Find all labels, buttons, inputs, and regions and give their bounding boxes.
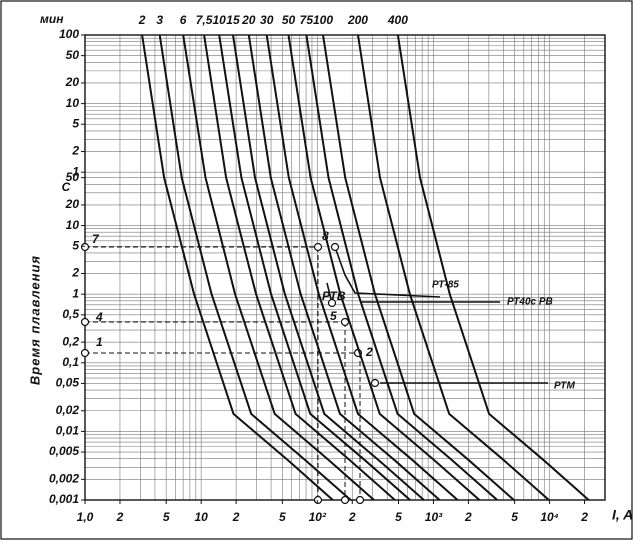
- curve: [265, 34, 459, 501]
- x-tick-label: 2: [580, 510, 588, 524]
- curve-label: 50: [282, 13, 296, 27]
- x-tick-label: 5: [163, 510, 170, 524]
- y-tick-label: 1: [72, 164, 79, 178]
- x-tick-label: 5: [395, 510, 402, 524]
- unit-label: С: [62, 180, 71, 194]
- annotation: РТ-85: [432, 280, 459, 291]
- y-tick-label: 20: [65, 75, 80, 89]
- curve-label: 100: [313, 13, 333, 27]
- annotation: РТМ: [554, 381, 576, 392]
- y-tick-label: 0,05: [56, 376, 80, 390]
- x-tick-label: 5: [279, 510, 286, 524]
- unit-label: мин: [40, 12, 64, 26]
- y-tick-label: 0,01: [56, 424, 80, 438]
- curve: [322, 34, 515, 501]
- annotation: РТВ: [322, 289, 346, 303]
- curve-label: 15: [226, 13, 240, 27]
- y-tick-label: 0,002: [49, 472, 79, 486]
- y-tick-label: 50: [66, 170, 80, 184]
- annotation: 8: [322, 229, 329, 243]
- curve: [141, 34, 334, 501]
- y-tick-label: 5: [72, 116, 79, 130]
- annotation: РТ40с РВ: [507, 297, 553, 308]
- annotation: 4: [95, 310, 103, 324]
- curve: [247, 34, 441, 501]
- curve: [232, 34, 425, 501]
- curve-label: 2: [138, 13, 146, 27]
- annotation: 7: [92, 232, 100, 246]
- x-tick-label: 10⁴: [540, 510, 558, 524]
- curve-label: 75: [300, 13, 314, 27]
- y-tick-label: 50: [66, 48, 80, 62]
- decorations: [80, 242, 548, 505]
- curve: [203, 34, 396, 501]
- curve-label: 6: [180, 13, 187, 27]
- y-tick-label: 0,001: [49, 492, 79, 506]
- annotation: 5: [330, 309, 337, 323]
- curve-label: 30: [260, 13, 274, 27]
- x-tick-label: 2: [464, 510, 472, 524]
- dashed-guides: [85, 246, 361, 500]
- curve-label: 10: [213, 13, 227, 27]
- y-tick-label: 100: [59, 27, 79, 41]
- curve-label: 7,5: [196, 13, 213, 27]
- x-tick-label: 5: [511, 510, 518, 524]
- y-tick-label: 20: [65, 197, 80, 211]
- curve: [305, 34, 498, 501]
- x-tick-label: 2: [348, 510, 356, 524]
- x-tick-label: 1,0: [77, 510, 94, 524]
- y-axis-label: Время плавления: [27, 255, 42, 385]
- x-tick-label: 2: [232, 510, 240, 524]
- curve-label: 3: [156, 13, 163, 27]
- y-tick-label: 0,02: [56, 403, 80, 417]
- y-tick-label: 10: [66, 96, 80, 110]
- curve-label: 200: [347, 13, 368, 27]
- annotation: 2: [365, 345, 373, 359]
- curve: [287, 34, 481, 501]
- annotation: 1: [96, 335, 103, 349]
- x-axis-label: I, A: [612, 507, 633, 523]
- y-tick-label: 0,005: [49, 444, 79, 458]
- curve: [396, 34, 590, 501]
- y-tick-label: 2: [71, 266, 79, 280]
- curves: [141, 34, 590, 501]
- y-tick-label: 1: [72, 286, 79, 300]
- y-tick-label: 0,2: [62, 334, 79, 348]
- x-tick-label: 10²: [309, 510, 327, 524]
- device-lines: [326, 246, 548, 384]
- y-tick-label: 2: [71, 144, 79, 158]
- curve: [218, 34, 411, 501]
- curve: [357, 34, 550, 501]
- y-tick-label: 5: [72, 238, 79, 252]
- x-tick-label: 10: [194, 510, 208, 524]
- curve: [158, 34, 352, 501]
- x-tick-label: 2: [116, 510, 124, 524]
- y-tick-label: 0,1: [62, 355, 79, 369]
- curve-label: 400: [387, 13, 408, 27]
- x-tick-label: 10³: [425, 510, 443, 524]
- y-tick-label: 10: [66, 218, 80, 232]
- curve-label: 20: [241, 13, 256, 27]
- y-tick-label: 0,5: [62, 307, 79, 321]
- curve: [182, 34, 375, 501]
- points: [80, 242, 380, 505]
